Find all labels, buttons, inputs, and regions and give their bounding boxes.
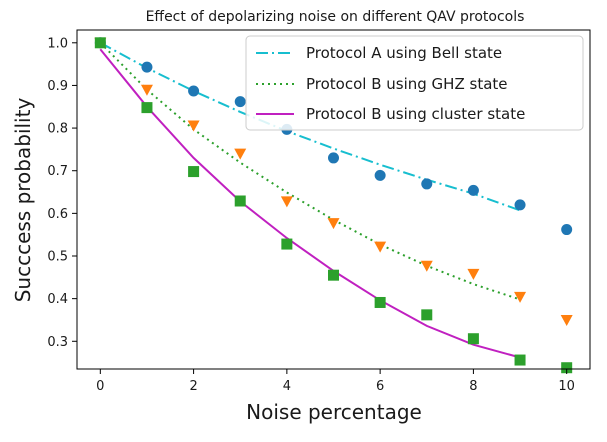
- x-tick-label: 4: [283, 379, 291, 394]
- y-tick-label: 0.4: [47, 292, 68, 307]
- data-point-1-5: [327, 218, 340, 230]
- y-tick-label: 0.9: [47, 79, 68, 94]
- data-point-0-2: [188, 85, 200, 97]
- y-axis-title: Succcess probability: [11, 98, 35, 303]
- data-point-1-4: [280, 196, 293, 208]
- data-point-2-3: [234, 195, 246, 207]
- data-point-2-10: [561, 362, 573, 374]
- data-point-0-6: [374, 169, 386, 181]
- x-tick-label: 10: [558, 379, 575, 394]
- data-point-2-6: [374, 296, 386, 308]
- y-axis: 0.3 0.4 0.5 0.6 0.7 0.8 0.9 1.0: [47, 36, 77, 350]
- data-point-2-7: [421, 309, 433, 321]
- series-line-1: [99, 42, 521, 301]
- legend-label-cluster: Protocol B using cluster state: [306, 105, 525, 123]
- x-tick-label: 6: [376, 379, 384, 394]
- y-tick-label: 1.0: [47, 36, 68, 51]
- data-point-1-8: [467, 268, 480, 280]
- y-tick-label: 0.8: [47, 122, 68, 137]
- legend-label-bell: Protocol A using Bell state: [306, 44, 502, 62]
- data-point-0-5: [328, 152, 339, 164]
- data-point-2-9: [514, 354, 526, 366]
- legend: Protocol A using Bell state Protocol B u…: [245, 35, 584, 131]
- y-tick-label: 0.3: [47, 335, 68, 350]
- series-line-2: [99, 48, 521, 359]
- x-tick-label: 2: [189, 379, 197, 394]
- data-point-1-1: [140, 84, 153, 96]
- data-point-1-3: [234, 148, 247, 160]
- data-point-0-3: [234, 96, 246, 108]
- data-point-1-10: [560, 314, 573, 326]
- data-point-1-7: [420, 260, 433, 272]
- data-point-2-8: [467, 333, 479, 345]
- data-point-2-4: [281, 238, 293, 250]
- x-axis-title: Noise percentage: [246, 400, 422, 424]
- x-axis: 0 2 4 6 8 10: [96, 369, 575, 394]
- plot-frame: [76, 29, 591, 370]
- data-point-0-1: [141, 61, 153, 73]
- data-point-0-8: [467, 184, 479, 196]
- y-tick-label: 0.7: [47, 164, 68, 179]
- data-point-2-0: [94, 37, 106, 49]
- data-point-0-10: [561, 224, 573, 236]
- legend-label-ghz: Protocol B using GHZ state: [306, 75, 508, 93]
- data-point-1-6: [374, 241, 387, 253]
- y-tick-label: 0.6: [47, 207, 68, 222]
- data-point-1-9: [514, 291, 527, 303]
- x-tick-label: 8: [469, 379, 477, 394]
- plot-marks: [94, 37, 573, 374]
- data-point-2-2: [188, 166, 200, 178]
- chart-title: Effect of depolarizing noise on differen…: [146, 9, 525, 25]
- legend-box: [245, 35, 584, 131]
- data-point-0-7: [421, 178, 433, 190]
- x-tick-label: 0: [96, 379, 104, 394]
- y-tick-label: 0.5: [47, 250, 68, 265]
- data-point-2-1: [141, 102, 153, 114]
- data-point-2-5: [328, 269, 339, 281]
- data-point-1-2: [187, 120, 200, 132]
- data-point-0-9: [514, 199, 526, 211]
- series-line-0: [99, 41, 521, 212]
